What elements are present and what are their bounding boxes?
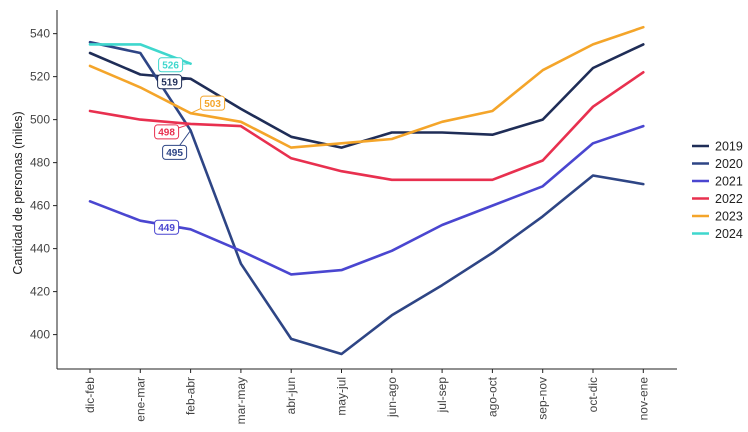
legend-label-2023: 2023	[715, 210, 743, 224]
x-tick-label: jun-ago	[385, 377, 399, 418]
x-tick-label: nov-ene	[636, 377, 650, 421]
data-label-2023: 503	[204, 99, 221, 110]
legend: 2019 2020 2021 2022 2023 2024	[692, 140, 743, 241]
legend-label-2021: 2021	[715, 175, 743, 189]
series-line-2022	[88, 71, 645, 182]
x-tick-label: sep-nov	[536, 377, 550, 420]
x-tick-label: may-jul	[335, 377, 349, 416]
y-tick-label: 500	[30, 113, 50, 127]
legend-label-2019: 2019	[715, 140, 743, 154]
x-tick-label: mar-may	[234, 377, 248, 424]
series-line-2020	[88, 40, 645, 356]
data-label-2024: 526	[162, 60, 179, 71]
x-tick-label: ago-oct	[485, 376, 499, 417]
annotation-box	[157, 74, 183, 90]
y-tick-label: 420	[30, 285, 50, 299]
x-tick-label: jul-sep	[435, 377, 449, 414]
annotation-layer: 526 519 503 498 495 449	[154, 57, 226, 235]
data-label-2020: 495	[166, 148, 183, 159]
legend-label-2022: 2022	[715, 192, 743, 206]
y-tick-label: 540	[30, 27, 50, 41]
legend-label-2020: 2020	[715, 157, 743, 171]
legend-label-2024: 2024	[715, 227, 743, 241]
y-tick-label: 400	[30, 328, 50, 342]
y-tick-label: 480	[30, 156, 50, 170]
series-layer	[88, 25, 645, 356]
annotation-box	[162, 144, 188, 160]
annotation-box	[154, 124, 180, 140]
annotation-box	[158, 57, 184, 73]
series-line-2021	[88, 124, 645, 276]
x-tick-label: abr-jun	[284, 377, 298, 414]
data-label-2019: 519	[161, 77, 178, 88]
x-tick-label: ene-mar	[133, 377, 147, 422]
x-tick-label: oct-dic	[586, 377, 600, 412]
annotation-box	[154, 219, 180, 235]
y-tick-label: 520	[30, 70, 50, 84]
y-axis-title: Cantidad de personas (miles)	[11, 111, 25, 274]
y-tick-label: 460	[30, 199, 50, 213]
data-label-2022: 498	[158, 128, 175, 139]
y-tick-label: 440	[30, 242, 50, 256]
data-label-2021: 449	[158, 223, 175, 234]
annotation-box	[200, 95, 226, 111]
axes: 400 420 440 460 480 500 520 540 dic-feb ene-mar fe…	[30, 10, 677, 424]
x-tick-label: feb-abr	[184, 377, 198, 415]
series-line-2023	[88, 25, 645, 149]
x-tick-label: dic-feb	[83, 377, 97, 413]
